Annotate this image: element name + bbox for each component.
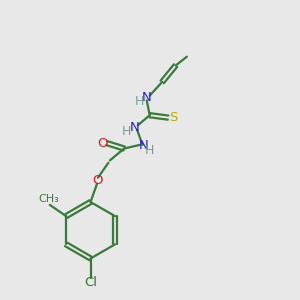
Text: N: N — [138, 139, 148, 152]
Text: CH₃: CH₃ — [38, 194, 58, 204]
Text: S: S — [169, 111, 177, 124]
Text: Cl: Cl — [84, 276, 97, 290]
Text: N: N — [142, 91, 152, 104]
Text: O: O — [93, 174, 103, 187]
Text: H: H — [122, 125, 131, 138]
Text: O: O — [97, 137, 108, 150]
Text: N: N — [129, 121, 139, 134]
Text: H: H — [145, 144, 154, 158]
Text: H: H — [135, 95, 144, 108]
